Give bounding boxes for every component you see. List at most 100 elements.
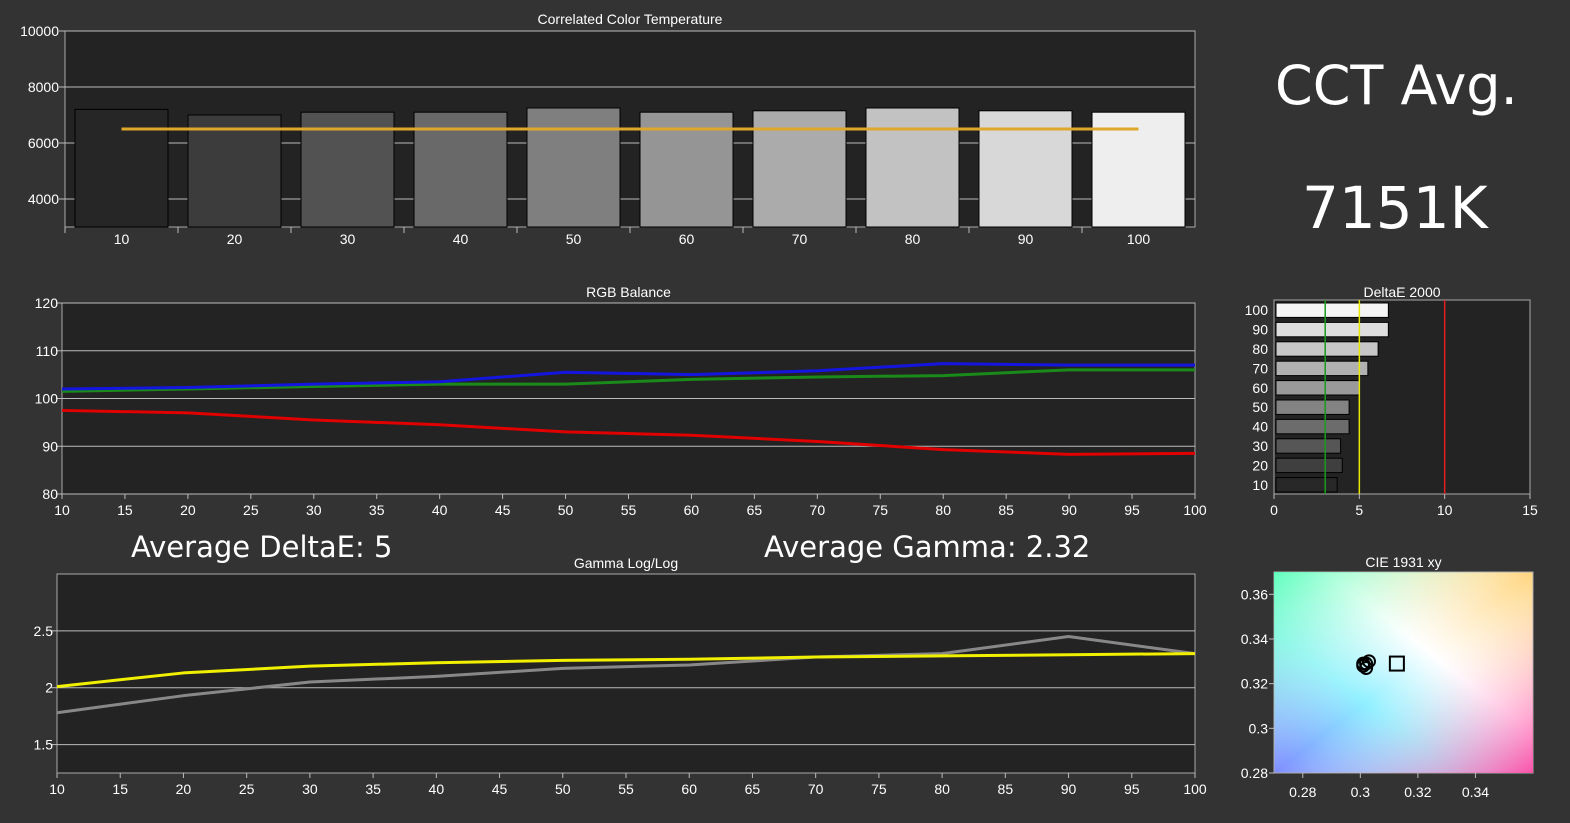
rgb-y-tick-label: 100 [35, 391, 59, 407]
cct-bar-100 [1091, 111, 1186, 228]
rgb-chart-title: RGB Balance [586, 284, 671, 300]
gamma-x-tick-label: 75 [871, 781, 887, 797]
gamma-x-tick-label: 45 [492, 781, 508, 797]
cct-bar-50 [526, 107, 621, 228]
rgb-x-tick-label: 45 [495, 502, 511, 518]
gamma-x-tick-label: 10 [49, 781, 65, 797]
gamma-x-tick-label: 30 [302, 781, 318, 797]
deltae-bar-60 [1275, 380, 1360, 396]
cct-bar-60 [639, 111, 734, 228]
rgb-y-tick-label: 80 [42, 486, 58, 502]
deltae-x-tick-label: 5 [1355, 502, 1363, 518]
cie-y-tick-label: 0.28 [1241, 765, 1268, 781]
deltae-y-tick-label: 80 [1252, 341, 1268, 357]
cie-y-tick-label: 0.36 [1241, 586, 1268, 602]
cct-x-tick-label: 60 [679, 231, 695, 247]
cie-y-tick-label: 0.34 [1241, 631, 1268, 647]
deltae-y-tick-label: 50 [1252, 399, 1268, 415]
gamma-x-tick-label: 80 [934, 781, 950, 797]
rgb-x-tick-label: 65 [747, 502, 763, 518]
gamma-x-tick-label: 25 [239, 781, 255, 797]
rgb-y-tick-label: 90 [42, 438, 58, 454]
cie-color-overlay [1274, 572, 1533, 773]
gamma-x-tick-label: 100 [1183, 781, 1207, 797]
cct-x-tick-label: 100 [1127, 231, 1151, 247]
gamma-x-tick-label: 20 [176, 781, 192, 797]
deltae-bar-30 [1275, 438, 1342, 454]
gamma-x-tick-label: 55 [618, 781, 634, 797]
gamma-x-tick-label: 95 [1124, 781, 1140, 797]
rgb-x-tick-label: 40 [432, 502, 448, 518]
cie-y-tick-label: 0.3 [1249, 720, 1269, 736]
cct-x-tick-label: 70 [792, 231, 808, 247]
gamma-y-tick-label: 2.5 [34, 623, 54, 639]
cct-x-tick-label: 10 [114, 231, 130, 247]
deltae-x-tick-label: 15 [1522, 502, 1538, 518]
deltae-x-tick-label: 10 [1437, 502, 1453, 518]
rgb-x-tick-label: 100 [1183, 502, 1207, 518]
cie-x-tick-label: 0.28 [1289, 784, 1316, 800]
rgb-x-tick-label: 75 [872, 502, 888, 518]
average-deltae-label: Average DeltaE: 5 [131, 530, 393, 564]
rgb-x-tick-label: 30 [306, 502, 322, 518]
cct-bar-80 [865, 107, 960, 228]
rgb-series-red [61, 408, 1196, 456]
cct-y-tick-label: 10000 [20, 23, 59, 39]
cie-measured-point [1356, 656, 1371, 671]
deltae-chart-title: DeltaE 2000 [1363, 284, 1440, 300]
gamma-x-tick-label: 85 [998, 781, 1014, 797]
cie-chart-title: CIE 1931 xy [1365, 554, 1441, 570]
cct-chart-title: Correlated Color Temperature [538, 11, 723, 27]
deltae-y-tick-label: 20 [1252, 457, 1268, 473]
deltae-y-tick-label: 90 [1252, 322, 1268, 338]
cie-x-tick-label: 0.34 [1462, 784, 1489, 800]
rgb-x-tick-label: 95 [1124, 502, 1140, 518]
rgb-x-tick-label: 80 [935, 502, 951, 518]
gamma-series-gamma_measured [56, 635, 1196, 715]
deltae-y-tick-label: 70 [1252, 360, 1268, 376]
rgb-x-tick-label: 20 [180, 502, 196, 518]
deltae-bar-50 [1275, 399, 1350, 415]
rgb-x-tick-label: 60 [684, 502, 700, 518]
rgb-x-tick-label: 50 [558, 502, 574, 518]
deltae-bar-20 [1275, 457, 1343, 474]
gamma-y-tick-label: 2 [45, 680, 53, 696]
cct-x-tick-label: 20 [227, 231, 243, 247]
gamma-y-tick-label: 1.5 [34, 737, 54, 753]
gamma-plot-area [56, 573, 1196, 774]
cct-x-tick-label: 50 [566, 231, 582, 247]
deltae-bar-10 [1275, 477, 1338, 493]
average-gamma-label: Average Gamma: 2.32 [764, 530, 1091, 564]
gamma-x-tick-label: 40 [429, 781, 445, 797]
cct-x-tick-label: 80 [905, 231, 921, 247]
rgb-series-green [61, 368, 1195, 393]
deltae-bar-100 [1275, 302, 1389, 318]
cct-bar-40 [413, 111, 508, 228]
cie-x-tick-label: 0.3 [1351, 784, 1371, 800]
gamma-x-tick-label: 70 [808, 781, 824, 797]
gamma-x-tick-label: 50 [555, 781, 571, 797]
rgb-x-tick-label: 90 [1061, 502, 1077, 518]
gamma-x-tick-label: 60 [681, 781, 697, 797]
deltae-bar-90 [1275, 321, 1389, 338]
cct-x-tick-label: 40 [453, 231, 469, 247]
deltae-y-tick-label: 100 [1245, 302, 1269, 318]
gamma-x-tick-label: 35 [365, 781, 381, 797]
deltae-y-tick-label: 10 [1252, 477, 1268, 493]
cct-bar-30 [300, 111, 395, 228]
deltae-bar-40 [1275, 418, 1350, 435]
cct-y-tick-label: 4000 [28, 191, 59, 207]
rgb-x-tick-label: 25 [243, 502, 259, 518]
rgb-x-tick-label: 15 [117, 502, 133, 518]
rgb-x-tick-label: 55 [621, 502, 637, 518]
rgb-y-tick-label: 120 [35, 295, 59, 311]
cie-x-tick-label: 0.32 [1404, 784, 1431, 800]
cct-x-tick-label: 30 [340, 231, 356, 247]
deltae-bar-80 [1275, 341, 1379, 357]
gamma-x-tick-label: 15 [112, 781, 128, 797]
rgb-x-tick-label: 10 [54, 502, 70, 518]
cct-y-tick-label: 6000 [28, 135, 59, 151]
deltae-x-tick-label: 0 [1270, 502, 1278, 518]
cct-avg-label: CCT Avg. [1275, 54, 1518, 117]
cct-bar-10 [74, 108, 169, 228]
